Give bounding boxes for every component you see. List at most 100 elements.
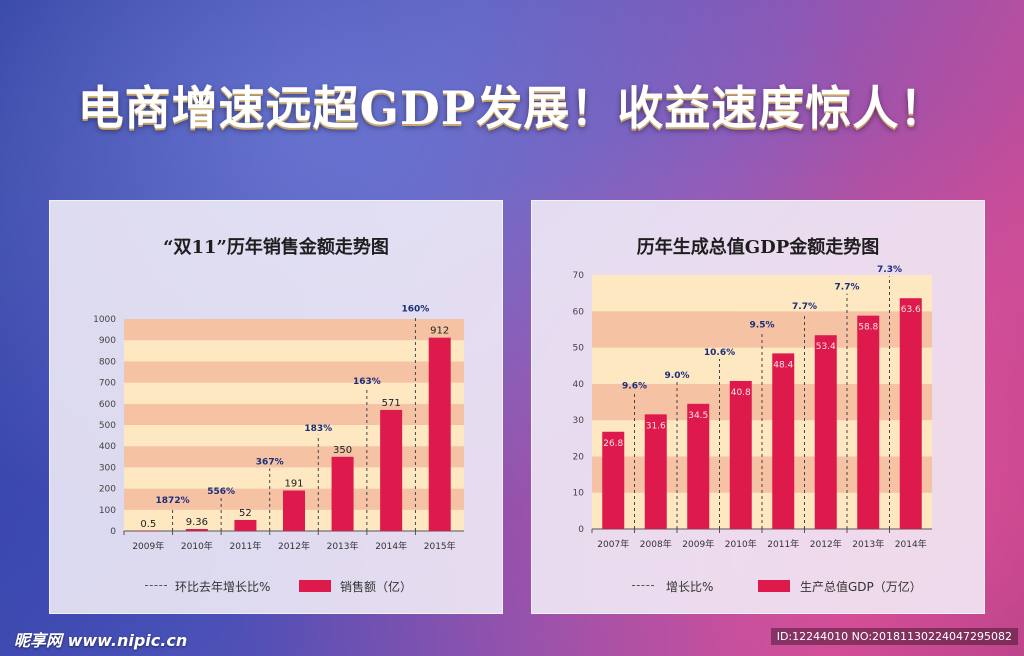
data-label: 34.5 [688, 411, 708, 421]
bar [729, 380, 752, 529]
growth-label: 7.7% [835, 283, 860, 293]
y-tick-label: 900 [99, 336, 116, 346]
data-label: 350 [333, 445, 352, 456]
y-tick-label: 60 [573, 307, 585, 317]
panel-gdp: 历年生成总值GDP金额走势图 0 10 20 30 40 50 60 70 2007年 26.8 2… [531, 200, 985, 614]
y-tick-label: 500 [99, 421, 116, 431]
y-tick-label: 600 [99, 400, 116, 410]
x-tick-label: 2012年 [810, 538, 842, 550]
grid-band [124, 361, 464, 383]
grid-band [124, 319, 464, 341]
y-tick-label: 100 [99, 506, 116, 516]
bar [185, 529, 208, 531]
grid-band [592, 275, 932, 312]
data-label: 63.6 [901, 305, 921, 315]
y-tick-label: 0 [578, 525, 584, 535]
x-tick-label: 2012年 [278, 540, 310, 552]
bar [380, 409, 403, 531]
x-tick-label: 2015年 [424, 540, 456, 552]
x-tick-label: 2014年 [375, 540, 407, 552]
y-tick-label: 700 [99, 379, 116, 389]
data-label: 58.8 [858, 323, 878, 333]
dashed-line-legend-icon [145, 585, 167, 586]
data-label: 0.5 [140, 519, 156, 530]
data-label: 912 [430, 326, 449, 337]
grid-band [124, 425, 464, 447]
data-label: 9.36 [186, 517, 208, 528]
y-tick-label: 400 [99, 442, 116, 452]
x-tick-label: 2013年 [852, 538, 884, 550]
legend-line-label: 环比去年增长比% [175, 580, 271, 594]
y-tick-label: 40 [573, 380, 585, 390]
data-label: 40.8 [731, 388, 751, 398]
data-label: 52 [239, 508, 252, 519]
bar [137, 530, 160, 532]
panel-double11-sales: “双11”历年销售金额走势图 0 100 200 300 400 500 600 700 800… [49, 200, 503, 614]
data-label: 191 [284, 479, 303, 490]
growth-label: 7.7% [792, 302, 817, 312]
x-tick-label: 2011年 [767, 538, 799, 550]
double11-sales-chart: 0 100 200 300 400 500 600 700 800 900 1000 2009年 0.5… [93, 305, 464, 552]
x-tick-label: 2011年 [229, 540, 261, 552]
headline: 电商增速远超GDP发展！收益速度惊人！ [77, 81, 947, 135]
bar [687, 403, 710, 529]
data-label: 26.8 [603, 439, 623, 449]
bar [814, 335, 837, 529]
y-tick-label: 20 [573, 452, 585, 462]
bar [772, 353, 795, 529]
y-tick-label: 800 [99, 357, 116, 367]
y-tick-label: 1000 [93, 315, 116, 325]
growth-label: 7.3% [877, 265, 902, 275]
y-tick-label: 0 [110, 527, 116, 537]
bar [602, 431, 625, 529]
grid-band [124, 467, 464, 489]
data-label: 31.6 [646, 421, 666, 431]
bar [428, 337, 451, 531]
bar-legend-swatch-icon [758, 580, 790, 592]
x-tick-label: 2008年 [640, 538, 672, 550]
grid-band [124, 403, 464, 425]
y-tick-label: 70 [573, 271, 585, 281]
data-label: 53.4 [816, 342, 836, 352]
legend-bar-label: 销售额（亿） [340, 580, 413, 594]
x-tick-label: 2009年 [132, 540, 164, 552]
y-tick-label: 200 [99, 485, 116, 495]
x-tick-label: 2010年 [725, 538, 757, 550]
watermark-id: ID:12244010 NO:20181130224047295082 [770, 628, 1018, 645]
gdp-chart: 0 10 20 30 40 50 60 70 2007年 26.8 2008年 31.6 9.6% 200… [573, 265, 932, 550]
growth-label: 160% [402, 305, 430, 315]
growth-label: 556% [207, 487, 235, 497]
grid-band [124, 340, 464, 362]
bar [857, 315, 880, 529]
bar [899, 298, 922, 529]
legend-bar-label: 生产总值GDP（万亿） [800, 580, 922, 594]
watermark-logo: 昵享网 www.nipic.cn [14, 631, 188, 650]
bar [234, 519, 257, 531]
growth-label: 9.5% [750, 320, 775, 330]
growth-label: 183% [304, 424, 332, 434]
grid-band [124, 446, 464, 468]
x-tick-label: 2014年 [895, 538, 927, 550]
y-tick-label: 30 [573, 416, 585, 426]
dashed-line-legend-icon [632, 585, 654, 586]
growth-label: 367% [256, 458, 284, 468]
x-tick-label: 2009年 [682, 538, 714, 550]
x-tick-label: 2013年 [327, 540, 359, 552]
growth-label: 9.0% [665, 371, 690, 381]
y-tick-label: 50 [573, 344, 585, 354]
growth-label: 9.6% [622, 381, 647, 391]
data-label: 571 [382, 398, 401, 409]
x-tick-label: 2010年 [181, 540, 213, 552]
growth-label: 163% [353, 377, 381, 387]
grid-band [124, 382, 464, 404]
data-label: 48.4 [773, 360, 793, 370]
bar [283, 490, 305, 531]
y-tick-label: 300 [99, 463, 116, 473]
growth-label: 1872% [156, 496, 190, 506]
bar [331, 456, 354, 531]
legend-line-label: 增长比% [666, 580, 714, 594]
bar [644, 414, 667, 529]
x-tick-label: 2007年 [597, 538, 629, 550]
y-tick-label: 10 [573, 489, 585, 499]
growth-label: 10.6% [704, 348, 735, 358]
